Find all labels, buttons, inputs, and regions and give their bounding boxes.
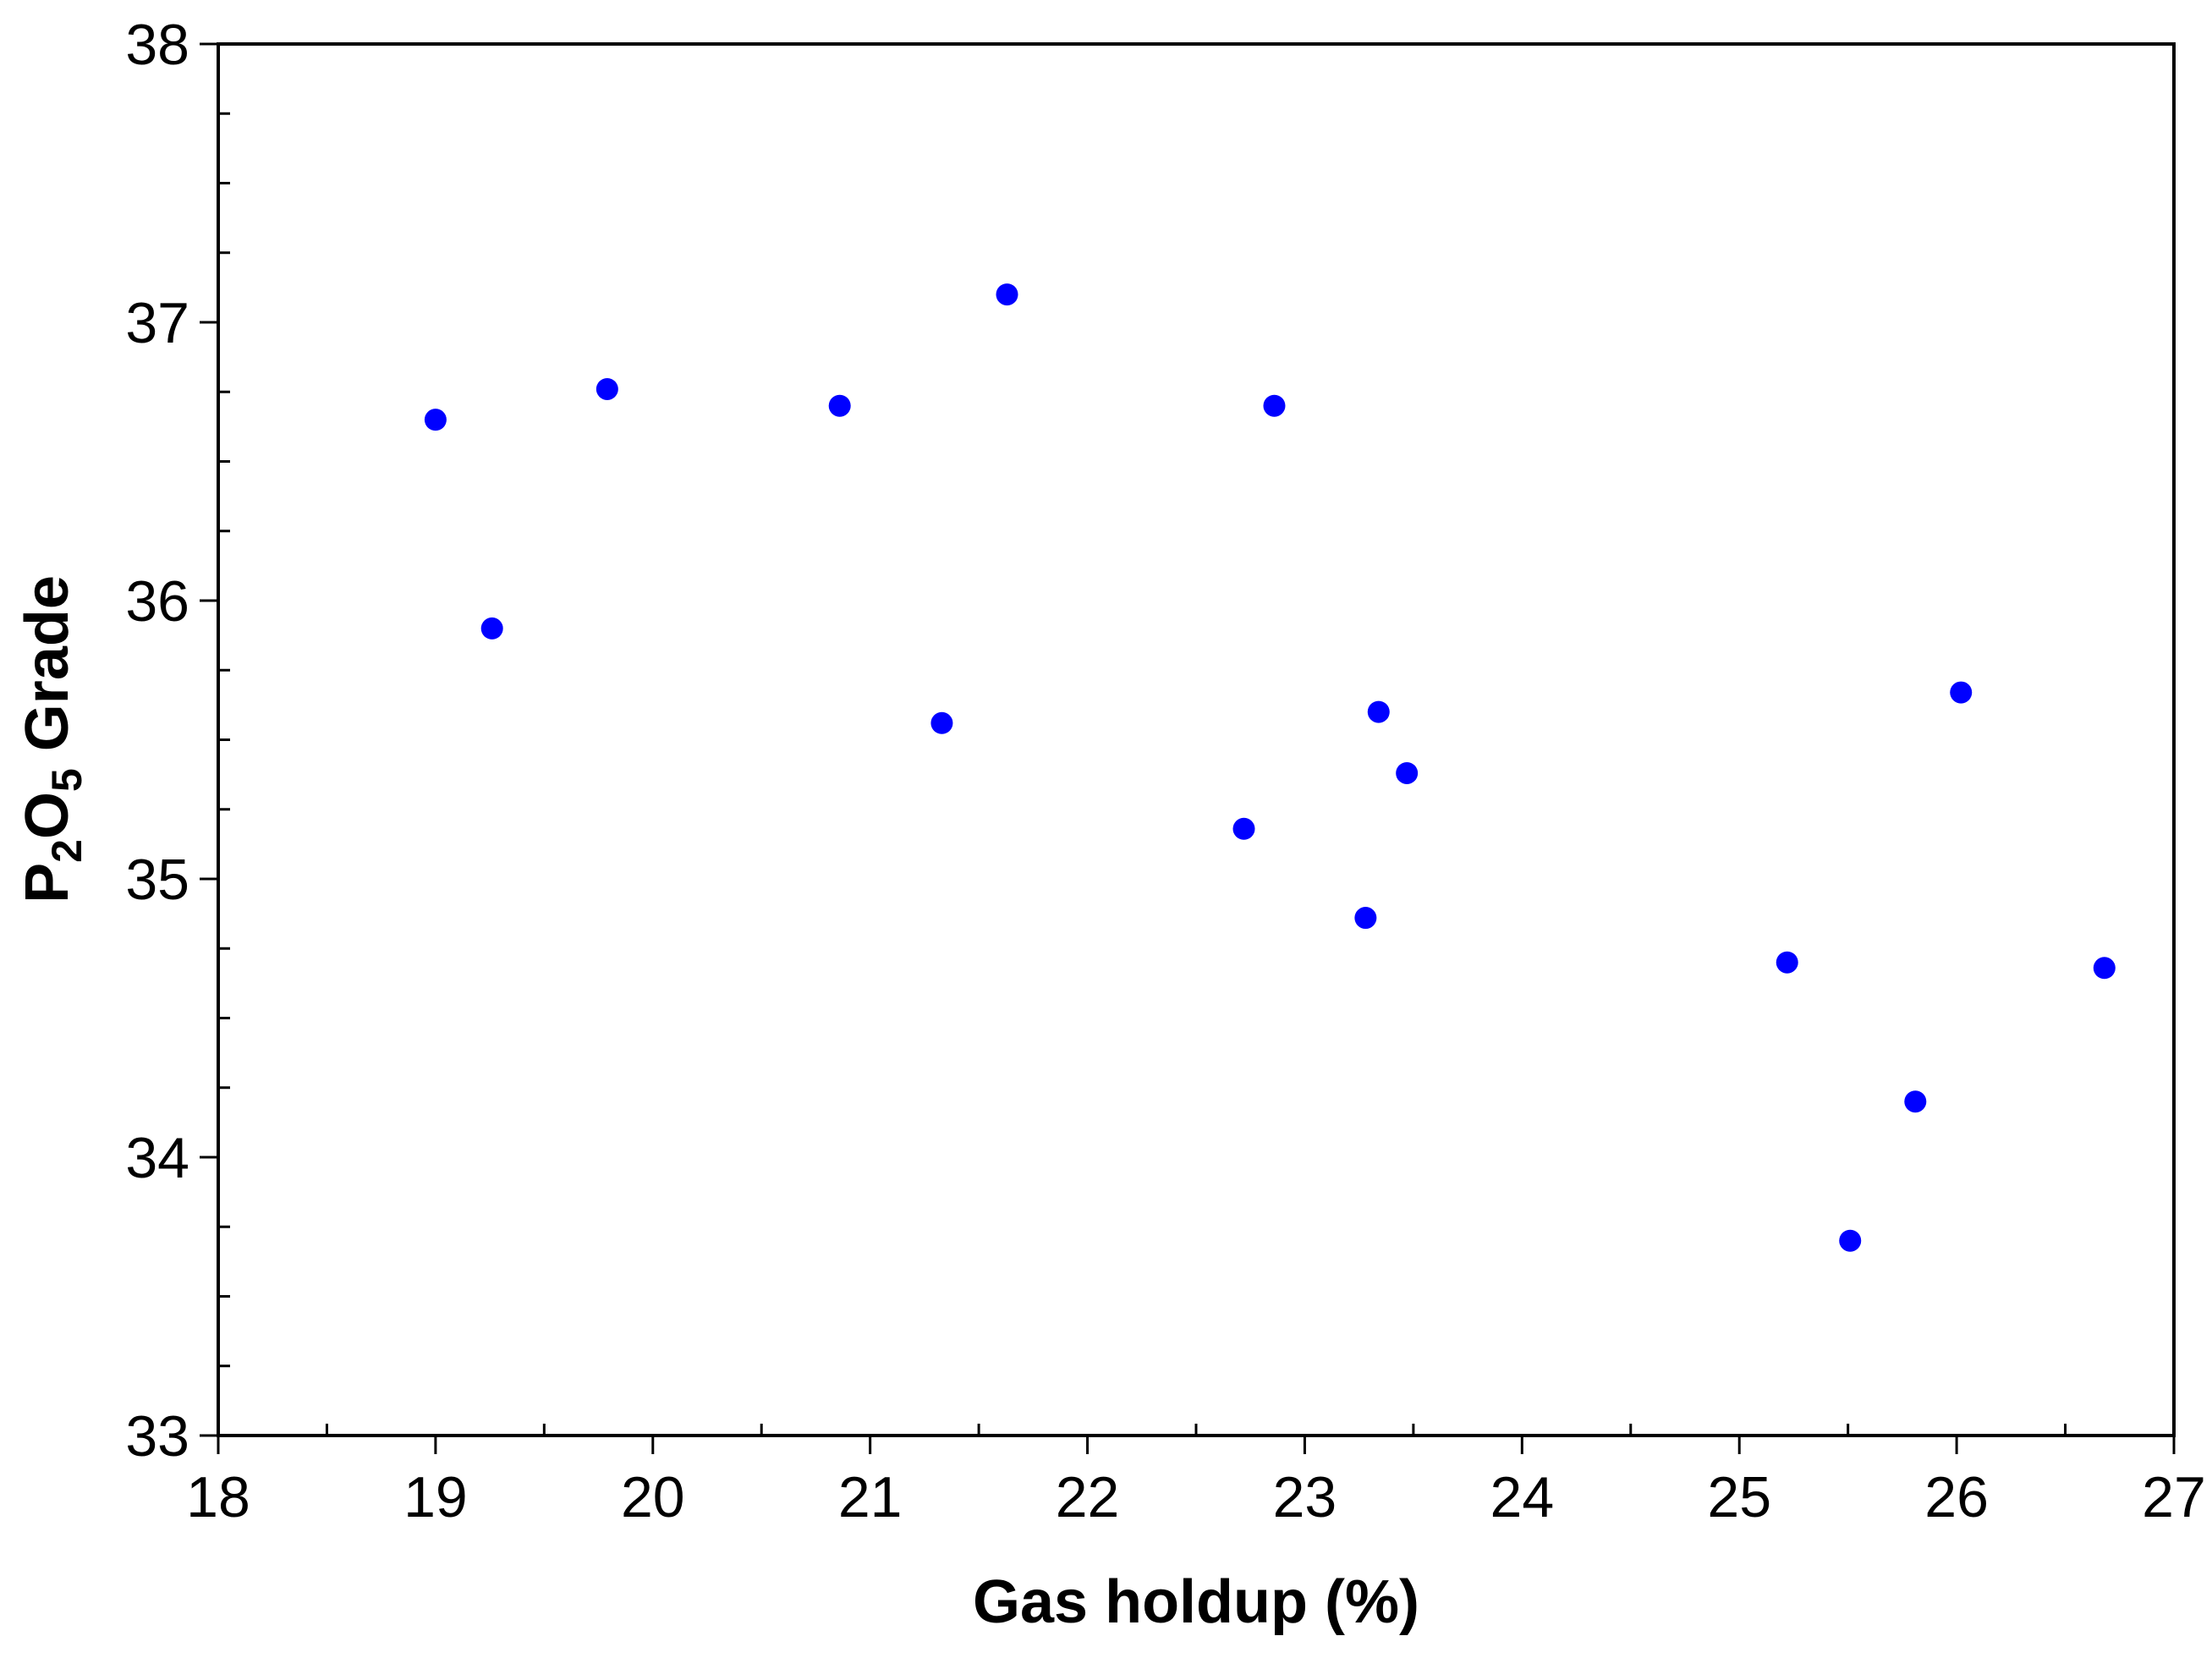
y-axis-title-text: Grade	[14, 575, 81, 768]
y-axis-title-subscript: 2	[43, 839, 91, 863]
x-tick-label: 18	[186, 1465, 250, 1529]
x-tick-label: 20	[621, 1465, 685, 1529]
y-tick-label: 34	[125, 1126, 189, 1190]
data-point	[1839, 1229, 1862, 1252]
x-tick-label: 27	[2142, 1465, 2206, 1529]
y-tick-label: 37	[125, 291, 189, 355]
y-axis-title: P2O5 Grade	[14, 575, 91, 903]
y-tick-label: 35	[125, 848, 189, 912]
x-tick-label: 19	[403, 1465, 468, 1529]
x-tick-label: 21	[838, 1465, 903, 1529]
y-axis-title-subscript: 5	[43, 768, 91, 792]
data-point	[1950, 681, 1973, 704]
y-axis-title-text: P	[14, 863, 81, 903]
y-tick-label: 33	[125, 1404, 189, 1469]
data-point	[2093, 957, 2116, 980]
data-point	[1776, 951, 1798, 974]
data-point	[1354, 907, 1377, 930]
y-tick-label: 36	[125, 569, 189, 634]
x-tick-label: 24	[1490, 1465, 1555, 1529]
x-tick-label: 26	[1924, 1465, 1989, 1529]
data-point	[930, 711, 953, 734]
data-point	[1263, 394, 1286, 417]
x-tick-label: 22	[1056, 1465, 1120, 1529]
x-axis-title: Gas holdup (%)	[973, 1568, 1419, 1636]
x-tick-label: 23	[1273, 1465, 1337, 1529]
data-point	[1232, 817, 1255, 840]
axis-tick-labels: 18 19 20 21 22 23 24 25 26 27 33 34 35 36 37 38	[125, 13, 2205, 1529]
data-point	[828, 394, 851, 417]
data-point	[1904, 1090, 1927, 1113]
data-point	[480, 617, 503, 640]
axis-ticks	[200, 42, 2176, 1454]
data-point	[996, 283, 1018, 306]
data-point	[1396, 761, 1419, 784]
y-tick-label: 38	[125, 13, 189, 77]
data-point	[424, 409, 447, 431]
x-tick-label: 25	[1707, 1465, 1771, 1529]
plot-frame	[217, 42, 2176, 1437]
data-point	[596, 377, 618, 400]
data-point	[1367, 700, 1390, 723]
y-axis-title-text: O	[14, 792, 81, 839]
data-points	[424, 283, 2116, 1252]
